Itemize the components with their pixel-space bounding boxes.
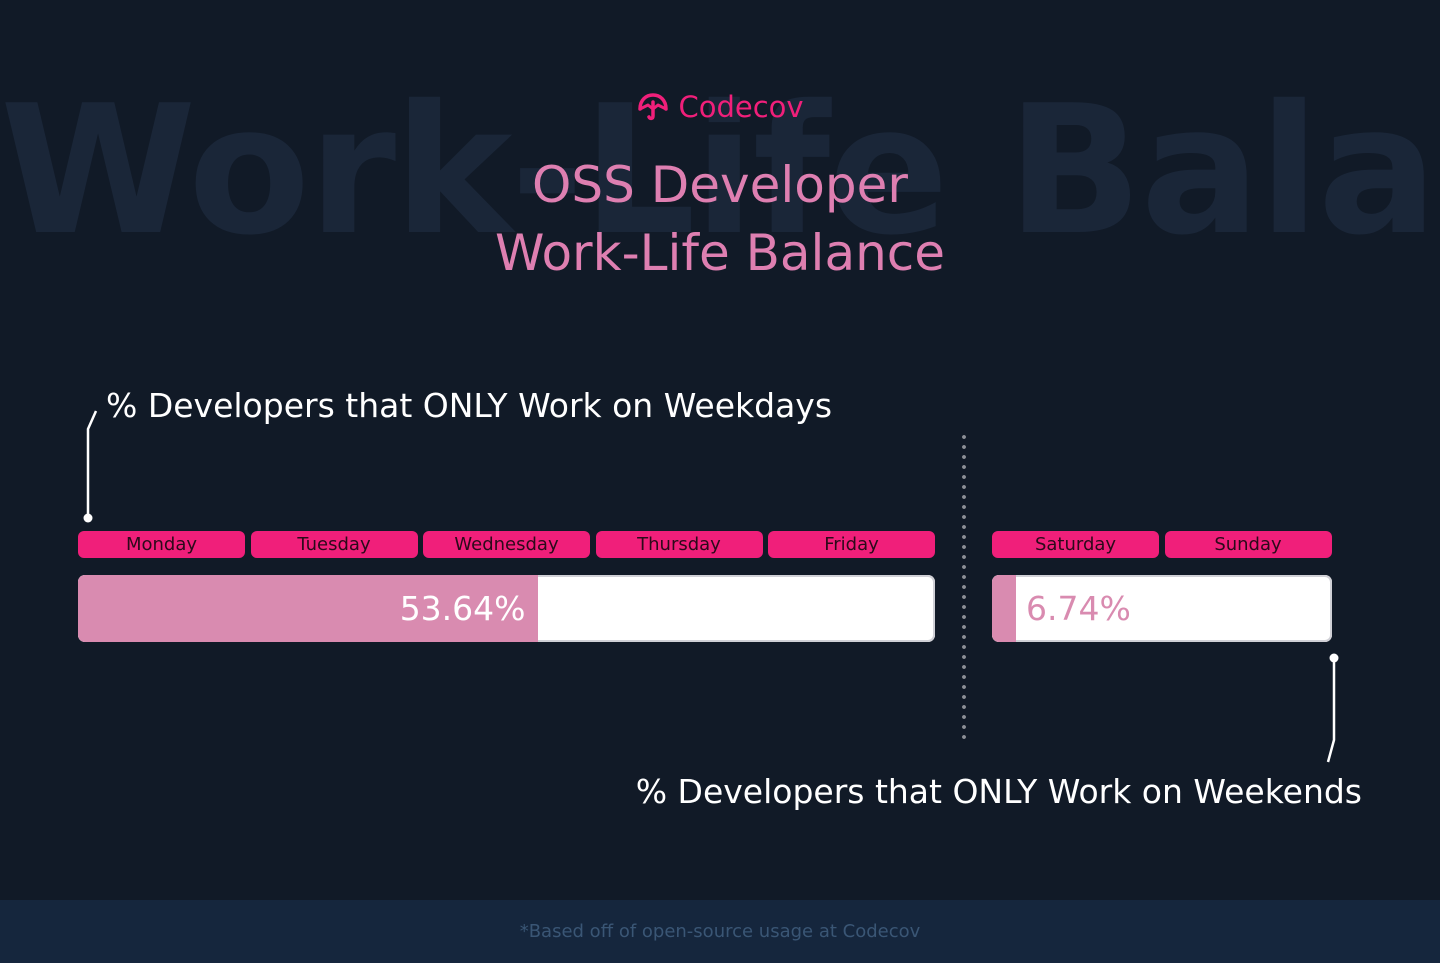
bar-fill [78, 575, 538, 642]
bar-value-label: 6.74% [1026, 589, 1131, 628]
title-line-2: Work-Life Balance [494, 224, 946, 282]
day-label-sunday: Sunday [1164, 531, 1332, 558]
percentage-bar-weekdays: 53.64% [78, 575, 935, 642]
bar-value-label: 53.64% [399, 589, 526, 628]
weekday-weekend-divider [962, 432, 966, 740]
weekday-callout-label: % Developers that ONLY Work on Weekdays [106, 386, 833, 425]
background-watermark-text: Work-Life Balance [0, 82, 1440, 260]
day-label-thursday: Thursday [595, 531, 763, 558]
day-label-monday: Monday [78, 531, 245, 558]
weekday-leader-line [83, 410, 98, 523]
weekend-callout-label: % Developers that ONLY Work on Weekends [635, 772, 1362, 811]
footnote-bar: *Based off of open-source usage at Codec… [0, 900, 1440, 963]
percentage-bar-weekends: 6.74% [992, 575, 1332, 642]
title-line-1: OSS Developer [532, 156, 908, 214]
day-label-wednesday: Wednesday [423, 531, 590, 558]
footnote: *Based off of open-source usage at Codec… [519, 921, 921, 942]
brand-name: Codecov [678, 90, 804, 124]
day-label-friday: Friday [768, 531, 935, 558]
umbrella-logo-icon [638, 93, 669, 121]
day-label-tuesday: Tuesday [250, 531, 418, 558]
brand-logo: Codecov [0, 90, 1440, 124]
bar-fill [992, 575, 1016, 642]
day-label-saturday: Saturday [992, 531, 1159, 558]
weekend-leader-line [1326, 653, 1339, 763]
